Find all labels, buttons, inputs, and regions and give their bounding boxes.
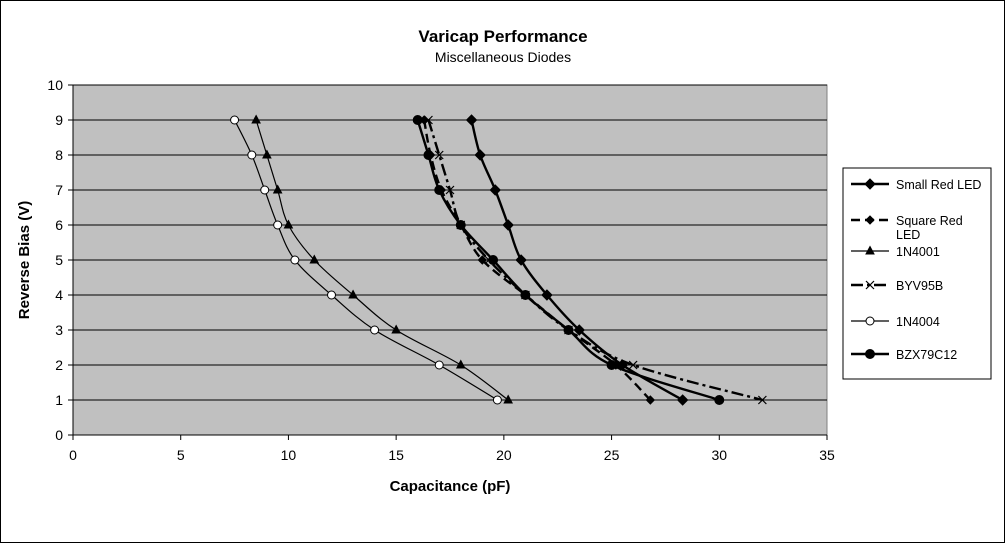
x-tick-label: 20 <box>496 447 512 463</box>
legend-entry: 1N4004 <box>851 315 940 329</box>
legend-marker <box>865 316 875 326</box>
data-point <box>477 255 488 265</box>
data-point <box>273 220 283 230</box>
x-tick-label: 10 <box>281 447 297 463</box>
data-point <box>424 115 433 125</box>
x-axis-label: Capacitance (pF) <box>390 478 511 495</box>
data-point <box>488 255 499 265</box>
data-point <box>251 114 261 124</box>
data-point <box>348 289 358 299</box>
series-layer <box>230 114 767 406</box>
y-tick-label: 9 <box>55 112 63 128</box>
data-point <box>757 395 767 405</box>
data-point <box>247 150 257 160</box>
x-tick-label: 5 <box>177 447 185 463</box>
legend: Small Red LED Square Red LED 1N4001 BYV95B 1N… <box>851 178 981 362</box>
data-point <box>262 149 272 159</box>
y-tick-label: 3 <box>55 322 63 338</box>
y-tick-label: 1 <box>55 392 63 408</box>
data-point <box>412 115 423 125</box>
series-bzx79c12 <box>412 115 725 405</box>
data-point <box>628 360 638 370</box>
data-point <box>272 184 283 194</box>
series-small-red-led <box>465 114 689 406</box>
data-point <box>370 325 380 335</box>
data-point <box>455 220 466 230</box>
legend-marker <box>865 245 875 255</box>
data-point <box>573 324 585 336</box>
data-point <box>283 219 294 229</box>
y-tick-label: 6 <box>55 217 63 233</box>
y-tick-label: 5 <box>55 252 63 268</box>
series-1n4004 <box>230 115 502 405</box>
x-tick-label: 15 <box>388 447 404 463</box>
data-point <box>230 115 240 125</box>
data-point <box>434 185 445 195</box>
legend-label: Square Red LED <box>896 214 963 242</box>
data-point <box>520 290 531 300</box>
series-1n4001 <box>251 114 513 404</box>
y-tick-label: 7 <box>55 182 63 198</box>
data-point <box>260 185 270 195</box>
data-point <box>645 395 656 405</box>
y-tick-label: 10 <box>47 77 63 93</box>
data-point <box>309 254 320 264</box>
legend-label: 1N4001 <box>896 245 940 259</box>
series-line <box>427 119 763 402</box>
y-tick-label: 8 <box>55 147 63 163</box>
data-point <box>563 325 574 335</box>
data-point <box>455 359 466 369</box>
legend-marker <box>865 215 875 225</box>
legend-label: 1N4004 <box>896 315 940 329</box>
legend-marker <box>864 178 876 190</box>
data-point <box>445 185 455 195</box>
gridlines <box>73 84 827 401</box>
legend-entry: 1N4001 <box>851 245 940 259</box>
legend-entry: Square Red LED <box>851 214 963 242</box>
data-point <box>515 254 527 266</box>
x-tick-label: 35 <box>819 447 835 463</box>
x-tick-label: 0 <box>69 447 77 463</box>
data-point <box>502 219 514 231</box>
y-tick-label: 0 <box>55 427 63 443</box>
data-point <box>541 289 553 301</box>
data-point <box>489 184 501 196</box>
legend-marker <box>865 349 875 359</box>
y-tick-label: 4 <box>55 287 63 303</box>
data-point <box>423 150 434 160</box>
legend-label: BZX79C12 <box>896 348 957 362</box>
x-tick-label: 30 <box>711 447 727 463</box>
data-point <box>290 255 300 265</box>
y-axis-label: Reverse Bias (V) <box>16 201 33 319</box>
data-point <box>465 114 478 126</box>
series-line <box>422 119 652 401</box>
axes: 0 1 2 3 4 5 6 7 8 9 10 0 5 10 15 20 25 30 35 <box>47 77 835 463</box>
chart-title: Varicap Performance <box>418 27 587 46</box>
chart-subtitle: Miscellaneous Diodes <box>435 49 571 65</box>
data-point <box>327 290 337 300</box>
legend-marker <box>865 280 875 290</box>
data-point <box>676 394 689 406</box>
data-point <box>503 394 513 404</box>
legend-box <box>842 167 992 380</box>
legend-entry: BZX79C12 <box>851 348 957 362</box>
data-point <box>434 150 444 160</box>
data-point <box>391 324 401 334</box>
data-point <box>474 149 486 161</box>
data-point <box>434 360 444 370</box>
x-tick-label: 25 <box>604 447 620 463</box>
data-point <box>714 395 725 405</box>
data-point <box>492 395 502 405</box>
legend-entry: Small Red LED <box>851 178 981 192</box>
y-tick-label: 2 <box>55 357 63 373</box>
data-point <box>606 360 617 370</box>
legend-entry: BYV95B <box>851 279 943 293</box>
legend-label: Small Red LED <box>896 178 981 192</box>
legend-label: BYV95B <box>896 279 943 293</box>
